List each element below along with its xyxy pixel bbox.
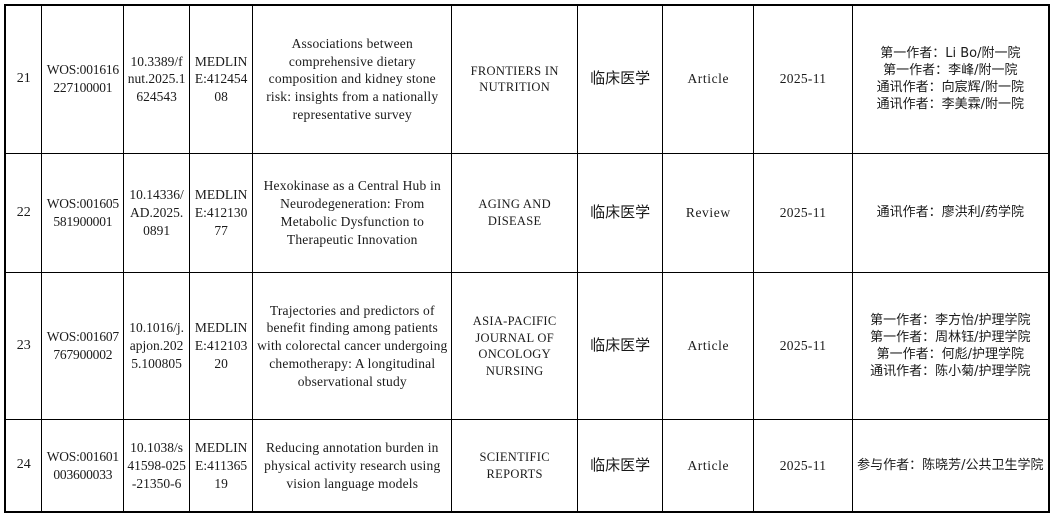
cell-wos-number: WOS:001607767900002 — [41, 271, 125, 421]
author-line: 第一作者：李方怡/护理学院 — [870, 312, 1031, 328]
cell-publication-date: 2025-11 — [753, 4, 853, 154]
cell-medline-number: MEDLINE:41136519 — [188, 419, 254, 513]
author-line: 第一作者：Li Bo/附一院 — [880, 45, 1021, 61]
cell-index: 23 — [4, 271, 43, 421]
author-line: 通讯作者：陈小菊/护理学院 — [870, 364, 1031, 380]
author-line: 第一作者：何彪/护理学院 — [876, 347, 1025, 363]
cell-doi: 10.3389/fnut.2025.1624543 — [123, 4, 190, 154]
author-line: 通讯作者：廖洪利/药学院 — [876, 205, 1025, 221]
cell-document-type: Review — [662, 152, 755, 273]
cell-journal-name: SCIENTIFIC REPORTS — [451, 419, 579, 513]
table-row: 21 WOS:001616227100001 10.3389/fnut.2025… — [4, 4, 1050, 154]
cell-journal-name: FRONTIERS IN NUTRITION — [451, 4, 579, 154]
cell-medline-number: MEDLINE:41245408 — [188, 4, 254, 154]
cell-document-type: Article — [662, 271, 755, 421]
cell-document-type: Article — [662, 4, 755, 154]
publications-table: 21 WOS:001616227100001 10.3389/fnut.2025… — [4, 4, 1050, 513]
cell-wos-number: WOS:001601003600033 — [41, 419, 125, 513]
cell-discipline: 临床医学 — [577, 4, 664, 154]
cell-medline-number: MEDLINE:41213077 — [188, 152, 254, 273]
cell-publication-date: 2025-11 — [753, 419, 853, 513]
cell-journal-name: ASIA-PACIFIC JOURNAL OF ONCOLOGY NURSING — [451, 271, 579, 421]
table-row: 23 WOS:001607767900002 10.1016/j.apjon.2… — [4, 271, 1050, 421]
cell-journal-name: AGING AND DISEASE — [451, 152, 579, 273]
table-body: 21 WOS:001616227100001 10.3389/fnut.2025… — [4, 4, 1050, 513]
cell-authors: 第一作者：Li Bo/附一院 第一作者：李峰/附一院 通讯作者：向宸辉/附一院 通讯作… — [851, 4, 1050, 154]
table-row: 22 WOS:001605581900001 10.14336/AD.2025.… — [4, 152, 1050, 273]
cell-discipline: 临床医学 — [577, 419, 664, 513]
author-line: 通讯作者：向宸辉/附一院 — [876, 80, 1025, 96]
cell-doi: 10.14336/AD.2025.0891 — [123, 152, 190, 273]
cell-authors: 通讯作者：廖洪利/药学院 — [851, 152, 1050, 273]
cell-document-type: Article — [662, 419, 755, 513]
cell-paper-title: Associations between comprehensive dieta… — [252, 4, 453, 154]
cell-publication-date: 2025-11 — [753, 152, 853, 273]
author-line: 第一作者：李峰/附一院 — [883, 63, 1018, 79]
cell-wos-number: WOS:001605581900001 — [41, 152, 125, 273]
cell-authors: 参与作者：陈晓芳/公共卫生学院 — [851, 419, 1050, 513]
cell-paper-title: Trajectories and predictors of benefit f… — [252, 271, 453, 421]
author-line: 参与作者：陈晓芳/公共卫生学院 — [857, 458, 1044, 474]
publications-table-container: 21 WOS:001616227100001 10.3389/fnut.2025… — [4, 4, 1050, 513]
cell-doi: 10.1038/s41598-025-21350-6 — [123, 419, 190, 513]
author-line: 第一作者：周林钰/护理学院 — [870, 329, 1031, 345]
cell-paper-title: Hexokinase as a Central Hub in Neurodege… — [252, 152, 453, 273]
cell-wos-number: WOS:001616227100001 — [41, 4, 125, 154]
cell-authors: 第一作者：李方怡/护理学院 第一作者：周林钰/护理学院 第一作者：何彪/护理学院 通讯… — [851, 271, 1050, 421]
cell-doi: 10.1016/j.apjon.2025.100805 — [123, 271, 190, 421]
cell-medline-number: MEDLINE:41210320 — [188, 271, 254, 421]
cell-discipline: 临床医学 — [577, 152, 664, 273]
cell-index: 22 — [4, 152, 43, 273]
cell-index: 21 — [4, 4, 43, 154]
cell-discipline: 临床医学 — [577, 271, 664, 421]
author-line: 通讯作者：李美霖/附一院 — [876, 97, 1025, 113]
cell-paper-title: Reducing annotation burden in physical a… — [252, 419, 453, 513]
cell-index: 24 — [4, 419, 43, 513]
table-row: 24 WOS:001601003600033 10.1038/s41598-02… — [4, 419, 1050, 513]
cell-publication-date: 2025-11 — [753, 271, 853, 421]
